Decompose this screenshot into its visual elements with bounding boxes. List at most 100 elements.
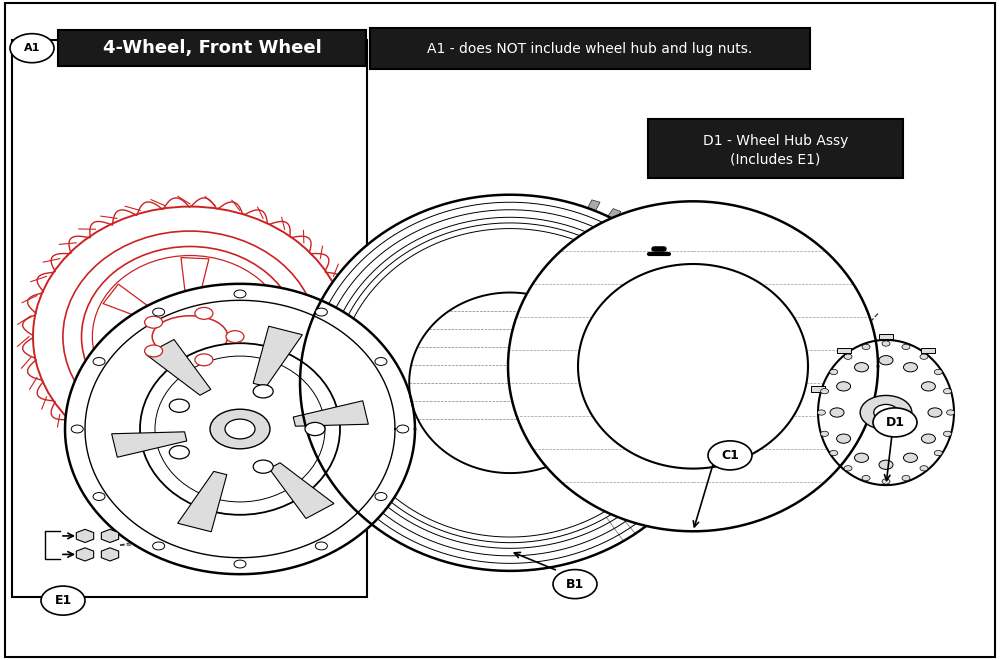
Circle shape [882,341,890,347]
Polygon shape [300,195,720,571]
Polygon shape [644,232,659,243]
Circle shape [934,450,942,455]
Polygon shape [409,292,611,473]
Polygon shape [222,351,277,389]
Polygon shape [101,548,119,561]
Text: B1: B1 [566,578,584,591]
Polygon shape [720,376,734,383]
Text: 4-Wheel, Front Wheel: 4-Wheel, Front Wheel [103,38,321,57]
Circle shape [10,34,54,63]
Ellipse shape [82,247,298,427]
Circle shape [882,479,890,484]
Circle shape [902,475,910,480]
Circle shape [837,381,851,391]
Circle shape [830,370,838,375]
Text: E1: E1 [54,594,72,607]
Polygon shape [76,529,94,543]
Polygon shape [269,463,334,519]
Circle shape [830,450,838,455]
Circle shape [305,422,325,436]
Circle shape [947,410,955,415]
FancyBboxPatch shape [370,28,810,69]
Circle shape [920,354,928,359]
Text: C1: C1 [721,449,739,462]
Polygon shape [101,529,119,543]
Text: A1: A1 [24,43,40,53]
FancyBboxPatch shape [921,348,935,354]
Polygon shape [587,200,600,211]
Circle shape [903,362,917,372]
Circle shape [169,446,189,459]
Circle shape [921,434,935,444]
Ellipse shape [152,316,228,358]
Circle shape [553,570,597,599]
Circle shape [145,316,163,328]
Circle shape [153,542,165,550]
Circle shape [169,399,189,412]
Circle shape [71,425,83,433]
Circle shape [397,425,409,433]
FancyBboxPatch shape [648,119,903,178]
Circle shape [225,419,255,439]
Circle shape [93,492,105,500]
Circle shape [375,358,387,366]
Text: (Includes E1): (Includes E1) [730,152,821,166]
FancyBboxPatch shape [837,348,851,354]
Circle shape [315,308,327,316]
Circle shape [879,460,893,469]
Circle shape [920,466,928,471]
Circle shape [879,356,893,365]
Circle shape [821,389,829,394]
Polygon shape [818,340,954,485]
Polygon shape [99,348,155,383]
Circle shape [862,345,870,350]
Polygon shape [707,315,723,325]
Polygon shape [508,201,878,531]
Circle shape [145,345,163,357]
Circle shape [943,389,951,394]
Circle shape [903,453,917,463]
Circle shape [41,586,85,615]
Polygon shape [578,264,808,469]
Polygon shape [146,339,211,395]
Polygon shape [253,326,302,387]
Circle shape [253,460,273,473]
Circle shape [821,431,829,436]
Circle shape [921,381,935,391]
Text: D1: D1 [886,416,904,429]
Circle shape [855,362,869,372]
Circle shape [874,405,898,420]
Text: D1 - Wheel Hub Assy: D1 - Wheel Hub Assy [703,133,848,148]
Polygon shape [607,209,621,220]
Text: A1 - does NOT include wheel hub and lug nuts.: A1 - does NOT include wheel hub and lug … [427,42,753,56]
Circle shape [253,385,273,398]
Circle shape [928,408,942,417]
Polygon shape [698,296,714,306]
Circle shape [844,354,852,359]
Circle shape [708,441,752,470]
Polygon shape [675,261,691,272]
Polygon shape [76,548,94,561]
Circle shape [837,434,851,444]
Ellipse shape [140,343,340,515]
Polygon shape [65,284,415,574]
Circle shape [234,560,246,568]
Circle shape [234,290,246,298]
Circle shape [817,410,825,415]
Circle shape [860,395,912,430]
Circle shape [873,408,917,437]
Circle shape [195,354,213,366]
Polygon shape [103,284,158,322]
Polygon shape [660,246,676,257]
Circle shape [862,475,870,480]
Polygon shape [23,198,357,475]
FancyBboxPatch shape [879,334,893,339]
Polygon shape [714,335,729,344]
Circle shape [226,331,244,343]
Circle shape [195,308,213,319]
Polygon shape [718,356,733,363]
Polygon shape [150,403,230,416]
Circle shape [934,370,942,375]
Circle shape [844,466,852,471]
Polygon shape [626,219,641,230]
